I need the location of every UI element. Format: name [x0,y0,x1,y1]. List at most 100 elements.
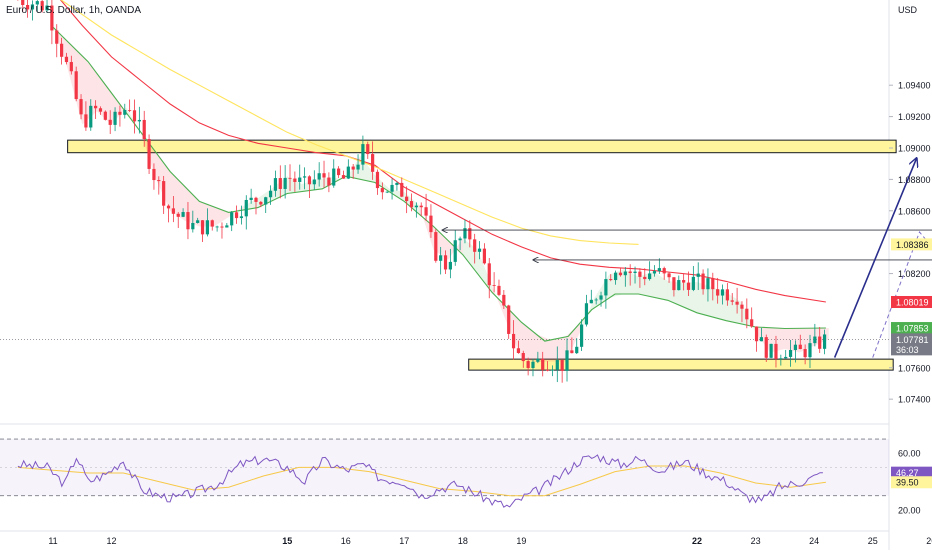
candle-body [560,360,564,371]
candle-body [784,356,788,359]
rsi-tick-label: 20.00 [898,505,921,515]
candle-body [380,188,384,193]
candle-body [521,352,525,362]
candle-body [609,279,613,281]
candle-body [103,111,107,120]
candle-body [424,207,428,216]
candle-body [293,178,297,182]
candle-body [482,248,486,264]
candle-body [584,303,589,325]
candle-body [818,336,822,349]
candle-body [302,176,307,178]
candle-body [200,220,205,235]
resistance-zone [67,139,897,154]
candle-body [341,175,346,179]
candle-body [565,350,569,371]
ma-band-segment [565,323,580,362]
time-axis: 111215161718192223242526293031 [48,536,932,546]
candle-body [759,337,763,342]
candle-body [337,168,341,176]
candle-body [803,349,807,358]
candle-body [98,108,103,112]
candle-body [536,358,540,362]
candle-body [419,205,423,208]
candle-body [643,276,647,280]
price-tick-label: 1.07400 [898,395,931,405]
candle-body [191,222,195,230]
candle-body [594,299,598,301]
candle-body [545,369,550,371]
candle-body [171,208,175,214]
candle-body [808,343,812,358]
price-tick-label: 1.07600 [898,363,931,373]
candle-body [268,190,273,198]
time-tick-label: 16 [341,536,351,546]
ma-band-segment [784,328,800,353]
candle-body [181,212,185,217]
candle-body [614,272,618,281]
candle-body [745,308,749,320]
candle-body [541,358,545,370]
candle-body [453,240,457,262]
candle-body [356,164,360,170]
rsi-line [17,454,823,508]
candle-body [74,71,78,100]
ma-band-segment [345,155,361,180]
rsi-value-badge [891,466,932,479]
candle-body [60,43,64,57]
candle-body [186,212,190,230]
ma-level-badge [891,322,932,335]
candle-body [239,216,244,219]
candle-body [312,179,316,185]
candle-body [400,182,404,197]
candle-body [468,228,472,240]
candle-body [429,215,433,233]
support-zone [468,358,894,371]
ma-slow [60,0,639,245]
price-tick-label: 1.08600 [898,206,931,216]
candle-body [492,285,496,286]
candle-body [317,173,321,180]
candle-body [686,282,691,290]
ma-band-segment [770,327,785,353]
candle-body [327,177,331,186]
candle-body [142,119,146,140]
rsi-ma-value-badge [891,476,932,489]
ma-level-badge-label: 1.07853 [896,324,929,334]
candle-body [691,276,695,290]
candle-body [473,239,477,252]
candle-body [788,350,793,357]
price-tick-label: 1.09200 [898,112,931,122]
countdown-label: 36:03 [896,345,919,355]
price-tick-label: 1.08800 [898,175,931,185]
candle-body [754,326,759,342]
time-tick-label: 22 [692,536,702,546]
time-tick-label: 26 [926,536,932,546]
candle-body [570,350,574,354]
candle-body [735,301,739,305]
candle-body [720,289,725,296]
candle-body [638,271,642,277]
ma-band-segment [214,206,229,227]
candle-body [750,319,754,327]
candle-body [555,360,559,370]
candle-body [30,4,35,10]
time-tick-label: 15 [282,536,292,546]
candle-body [351,166,355,170]
candle-body [604,279,608,296]
candle-body [322,173,326,178]
candle-body [307,176,312,185]
price-axis: 1.09400 1.09200 1.09000 1.08800 1.08600 1.082… [889,81,932,515]
candle-body [118,111,122,115]
candle-body [706,278,710,290]
candle-body [273,178,278,191]
candle-body [385,191,389,193]
candle-body [215,226,219,228]
candle-body [249,197,253,200]
candle-body [434,232,438,261]
time-tick-label: 12 [107,536,117,546]
candle-body [298,177,302,182]
ma-mid [59,0,826,303]
candle-body [375,171,380,189]
